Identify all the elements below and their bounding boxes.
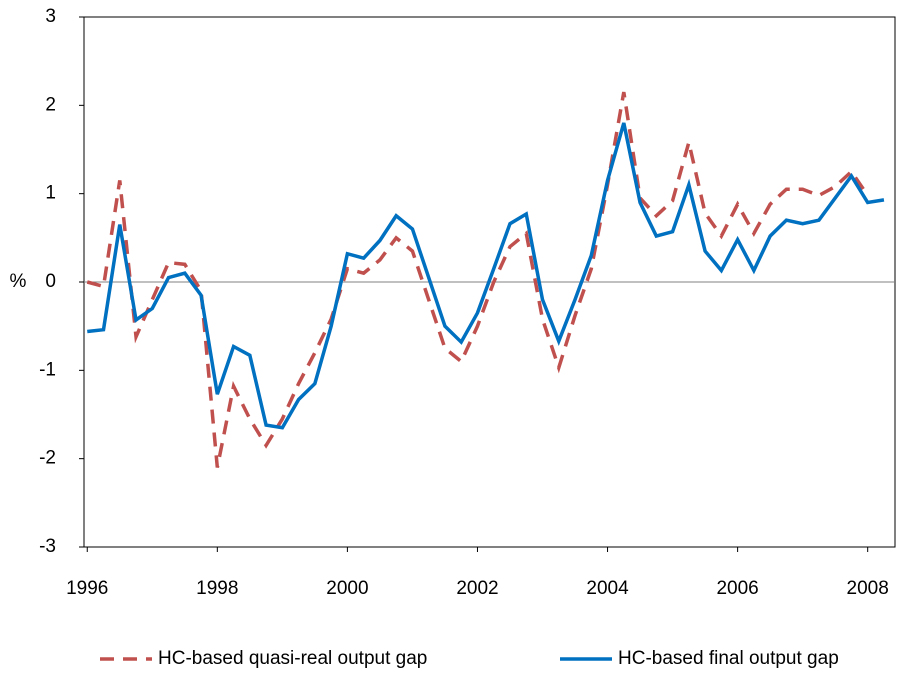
y-tick-label: -3	[39, 536, 56, 557]
y-tick-label: -1	[39, 359, 56, 380]
x-tick-label: 1996	[66, 578, 108, 599]
x-tick-label: 2002	[456, 578, 498, 599]
legend-label: HC-based quasi-real output gap	[158, 648, 427, 669]
x-tick-label: 2004	[586, 578, 629, 599]
x-tick-label: 2008	[847, 578, 889, 599]
y-axis-label: %	[10, 271, 27, 292]
y-tick-label: 2	[45, 94, 56, 115]
y-tick-label: 1	[45, 183, 56, 204]
series-line	[87, 122, 885, 430]
y-tick-label: -2	[39, 448, 56, 469]
series-line	[86, 91, 870, 468]
y-tick-label: 3	[45, 6, 56, 27]
x-tick-label: 1998	[196, 578, 238, 599]
y-tick-label: 0	[45, 271, 56, 292]
legend-label: HC-based final output gap	[618, 648, 839, 669]
x-tick-label: 2006	[716, 578, 758, 599]
x-tick-label: 2000	[326, 578, 368, 599]
